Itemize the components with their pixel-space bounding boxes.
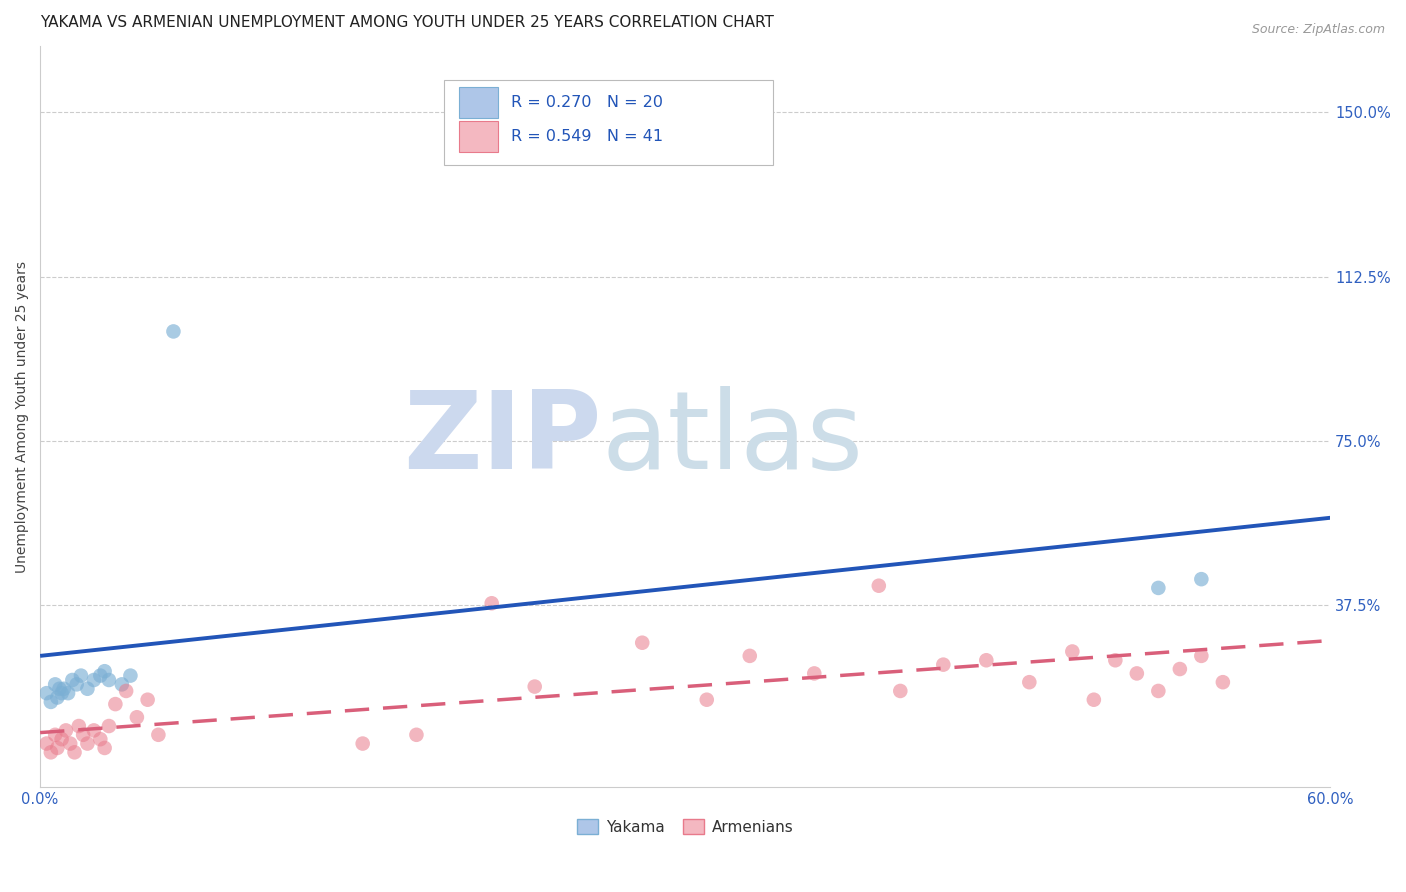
Text: YAKAMA VS ARMENIAN UNEMPLOYMENT AMONG YOUTH UNDER 25 YEARS CORRELATION CHART: YAKAMA VS ARMENIAN UNEMPLOYMENT AMONG YO… [41, 15, 773, 30]
Point [83, 723, 105, 738]
Point [56, 686, 79, 700]
Point [631, 636, 654, 650]
Text: Source: ZipAtlas.com: Source: ZipAtlas.com [1251, 23, 1385, 37]
Point [44, 677, 66, 691]
Point [120, 668, 142, 682]
Point [67, 719, 90, 733]
Point [1083, 692, 1105, 706]
Point [932, 657, 955, 672]
Y-axis label: Unemployment Among Youth under 25 years: Unemployment Among Youth under 25 years [15, 261, 30, 573]
Point [44, 728, 66, 742]
Point [868, 579, 890, 593]
Point [89, 668, 111, 682]
Bar [460, 87, 498, 119]
Point [63, 745, 86, 759]
Point [803, 666, 825, 681]
Point [70, 668, 93, 682]
Point [125, 710, 148, 724]
Point [111, 677, 134, 691]
Point [976, 653, 998, 667]
FancyBboxPatch shape [444, 79, 773, 165]
Point [72, 728, 94, 742]
Legend: Yakama, Armenians: Yakama, Armenians [571, 813, 800, 841]
Point [1018, 675, 1040, 690]
Point [39, 695, 62, 709]
Point [352, 737, 374, 751]
Point [889, 684, 911, 698]
Bar [460, 120, 498, 152]
Point [104, 697, 127, 711]
Point [46, 690, 69, 705]
Text: R = 0.270   N = 20: R = 0.270 N = 20 [510, 95, 664, 111]
Point [46, 741, 69, 756]
Point [696, 692, 718, 706]
Point [55, 723, 77, 738]
Point [1147, 684, 1170, 698]
Point [97, 719, 120, 733]
Point [148, 728, 170, 742]
Text: ZIP: ZIP [404, 386, 602, 492]
Point [60, 673, 83, 687]
Point [1212, 675, 1234, 690]
Point [93, 664, 115, 678]
Point [97, 673, 120, 687]
Point [162, 325, 184, 339]
Point [89, 732, 111, 747]
Point [115, 684, 138, 698]
Point [83, 673, 105, 687]
Point [1147, 581, 1170, 595]
Point [52, 681, 75, 696]
Point [523, 680, 546, 694]
Point [405, 728, 427, 742]
Point [51, 732, 73, 747]
Point [136, 692, 159, 706]
Point [66, 677, 89, 691]
Point [481, 596, 503, 610]
Point [39, 745, 62, 759]
Text: R = 0.549   N = 41: R = 0.549 N = 41 [510, 128, 664, 144]
Point [35, 737, 58, 751]
Point [35, 686, 58, 700]
Text: atlas: atlas [602, 386, 863, 492]
Point [51, 686, 73, 700]
Point [76, 737, 98, 751]
Point [738, 648, 761, 663]
Point [1189, 572, 1212, 586]
Point [1104, 653, 1126, 667]
Point [1168, 662, 1191, 676]
Point [76, 681, 98, 696]
Point [1062, 644, 1084, 658]
Point [93, 741, 115, 756]
Point [1126, 666, 1149, 681]
Point [59, 737, 82, 751]
Point [48, 681, 70, 696]
Point [1189, 648, 1212, 663]
